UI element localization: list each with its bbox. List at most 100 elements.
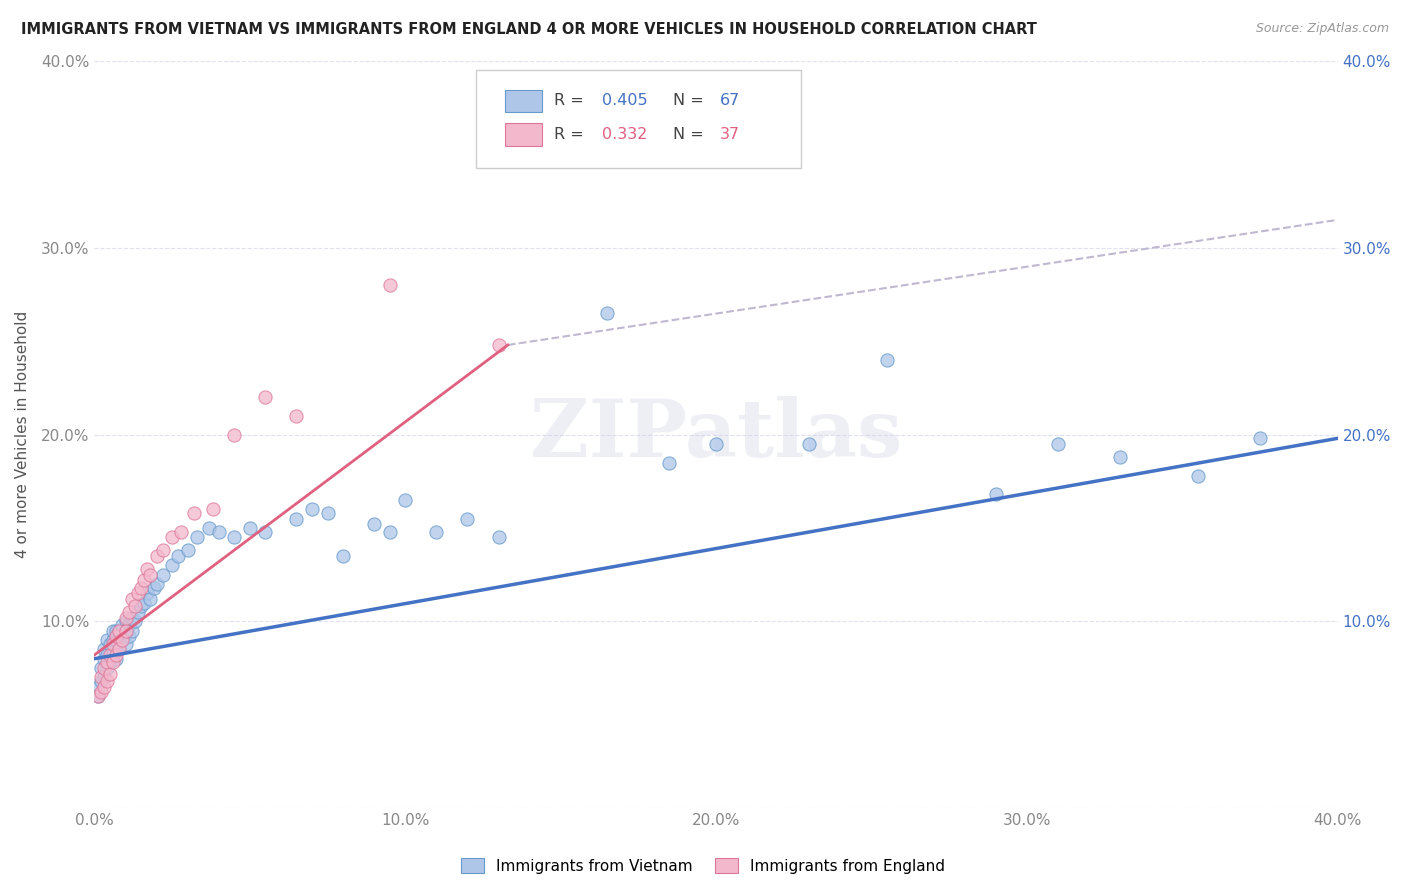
Point bbox=[704, 437, 727, 451]
Point bbox=[201, 502, 224, 516]
Point bbox=[101, 656, 124, 670]
Point bbox=[876, 352, 898, 367]
Point bbox=[108, 642, 131, 657]
Point bbox=[254, 390, 277, 404]
Point bbox=[332, 549, 354, 563]
Point bbox=[129, 581, 152, 595]
Point bbox=[121, 624, 143, 638]
Point bbox=[145, 549, 167, 563]
Point bbox=[139, 567, 162, 582]
Point bbox=[101, 648, 124, 662]
Point bbox=[127, 586, 149, 600]
Text: ZIPatlas: ZIPatlas bbox=[530, 396, 903, 474]
FancyBboxPatch shape bbox=[477, 70, 800, 168]
Text: R =: R = bbox=[554, 94, 589, 108]
Point bbox=[121, 591, 143, 606]
Point bbox=[378, 524, 401, 539]
Point bbox=[105, 629, 128, 643]
Point bbox=[488, 530, 510, 544]
Point bbox=[378, 278, 401, 293]
Point bbox=[93, 642, 115, 657]
Point bbox=[114, 624, 136, 638]
Point bbox=[1046, 437, 1069, 451]
Point bbox=[142, 581, 165, 595]
Point bbox=[96, 633, 118, 648]
Text: Source: ZipAtlas.com: Source: ZipAtlas.com bbox=[1256, 22, 1389, 36]
Point bbox=[98, 648, 121, 662]
Point bbox=[145, 577, 167, 591]
Text: 0.405: 0.405 bbox=[602, 94, 647, 108]
Point bbox=[1249, 431, 1271, 445]
Text: N =: N = bbox=[672, 94, 709, 108]
Point bbox=[198, 521, 221, 535]
Point bbox=[90, 685, 112, 699]
Point bbox=[105, 633, 128, 648]
Text: IMMIGRANTS FROM VIETNAM VS IMMIGRANTS FROM ENGLAND 4 OR MORE VEHICLES IN HOUSEHO: IMMIGRANTS FROM VIETNAM VS IMMIGRANTS FR… bbox=[21, 22, 1038, 37]
Point bbox=[108, 624, 131, 638]
Point bbox=[118, 629, 141, 643]
Point bbox=[224, 530, 246, 544]
Text: R =: R = bbox=[554, 127, 589, 142]
Point bbox=[118, 618, 141, 632]
Point bbox=[90, 661, 112, 675]
Point bbox=[124, 615, 146, 629]
Point bbox=[134, 574, 156, 588]
Point bbox=[93, 661, 115, 675]
Point bbox=[111, 633, 134, 648]
Point bbox=[139, 591, 162, 606]
Point bbox=[111, 618, 134, 632]
Point bbox=[105, 648, 128, 662]
Point bbox=[160, 558, 183, 573]
Point bbox=[456, 511, 478, 525]
Point bbox=[96, 648, 118, 662]
Point bbox=[177, 543, 200, 558]
Point bbox=[1109, 450, 1132, 464]
FancyBboxPatch shape bbox=[505, 89, 541, 112]
Point bbox=[254, 524, 277, 539]
Point bbox=[285, 511, 308, 525]
Point bbox=[124, 599, 146, 614]
Point bbox=[98, 666, 121, 681]
Text: 67: 67 bbox=[720, 94, 740, 108]
Point bbox=[86, 689, 108, 703]
Point bbox=[121, 610, 143, 624]
Text: 0.332: 0.332 bbox=[602, 127, 647, 142]
Point bbox=[984, 487, 1007, 501]
Point bbox=[363, 517, 385, 532]
Point bbox=[90, 674, 112, 689]
Legend: Immigrants from Vietnam, Immigrants from England: Immigrants from Vietnam, Immigrants from… bbox=[454, 852, 952, 880]
Point bbox=[93, 670, 115, 684]
Point bbox=[96, 674, 118, 689]
Point bbox=[136, 562, 159, 576]
Point bbox=[301, 502, 323, 516]
Point bbox=[114, 624, 136, 638]
Point bbox=[285, 409, 308, 423]
Point bbox=[98, 637, 121, 651]
Point bbox=[90, 670, 112, 684]
Point bbox=[108, 624, 131, 638]
Point bbox=[1187, 468, 1209, 483]
Point bbox=[86, 689, 108, 703]
Point bbox=[394, 493, 416, 508]
Point bbox=[799, 437, 821, 451]
Point bbox=[208, 524, 231, 539]
Point bbox=[152, 567, 174, 582]
Point bbox=[86, 680, 108, 694]
Point bbox=[98, 656, 121, 670]
Point bbox=[96, 661, 118, 675]
Point bbox=[105, 651, 128, 665]
Point bbox=[160, 530, 183, 544]
Point bbox=[183, 506, 205, 520]
Point bbox=[136, 586, 159, 600]
Point bbox=[118, 605, 141, 619]
Point bbox=[658, 456, 681, 470]
Point bbox=[114, 610, 136, 624]
Point bbox=[114, 615, 136, 629]
Point bbox=[186, 530, 208, 544]
Point bbox=[316, 506, 339, 520]
Point bbox=[224, 427, 246, 442]
Point bbox=[101, 624, 124, 638]
Point bbox=[105, 624, 128, 638]
Point bbox=[134, 596, 156, 610]
Text: N =: N = bbox=[672, 127, 709, 142]
